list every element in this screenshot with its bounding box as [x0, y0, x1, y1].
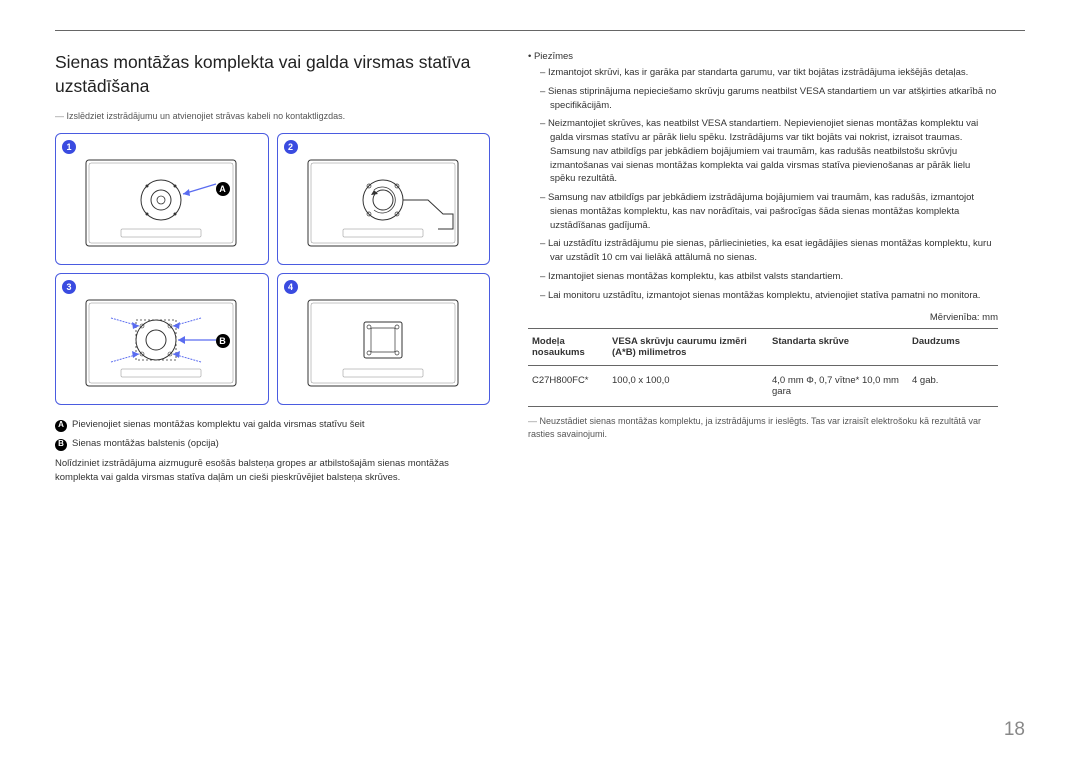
monitor-mount-icon	[278, 274, 488, 404]
page-number: 18	[1004, 719, 1025, 741]
note-item: Izmantojiet sienas montāžas komplektu, k…	[540, 270, 998, 284]
legend-a-text: Pievienojiet sienas montāžas komplektu v…	[72, 419, 365, 432]
note-item: Izmantojot skrūvi, kas ir garāka par sta…	[540, 66, 998, 80]
monitor-arm-icon	[278, 134, 488, 264]
page-title: Sienas montāžas komplekta vai galda virs…	[55, 51, 490, 98]
table-row: C27H800FC* 100,0 x 100,0 4,0 mm Φ, 0,7 v…	[528, 366, 998, 407]
notes-list: Izmantojot skrūvi, kas ir garāka par sta…	[528, 66, 998, 302]
notes-label: Piezīmes	[528, 51, 998, 62]
col-vesa: VESA skrūvju caurumu izmēri (A*B) milime…	[608, 329, 768, 366]
panel-1: 1 A	[55, 133, 269, 265]
two-column-layout: Sienas montāžas komplekta vai galda virs…	[55, 51, 1025, 484]
note-item: Neizmantojiet skrūves, kas neatbilst VES…	[540, 117, 998, 186]
col-qty: Daudzums	[908, 329, 998, 366]
note-item: Sienas stiprinājuma nepieciešamo skrūvju…	[540, 85, 998, 113]
cell-model: C27H800FC*	[528, 366, 608, 407]
panel-3: 3 B	[55, 273, 269, 405]
right-column: Piezīmes Izmantojot skrūvi, kas ir garāk…	[528, 51, 998, 484]
left-body-text: Nolīdziniet izstrādājuma aizmugurē esošā…	[55, 457, 490, 485]
cell-qty: 4 gab.	[908, 366, 998, 407]
top-note: Izslēdziet izstrādājumu un atvienojiet s…	[55, 110, 490, 123]
bottom-warning: Neuzstādiet sienas montāžas komplektu, j…	[528, 415, 998, 440]
panel-4: 4	[277, 273, 491, 405]
legend-b: B Sienas montāžas balstenis (opcija)	[55, 438, 490, 451]
monitor-bracket-icon	[56, 274, 266, 404]
monitor-back-icon	[56, 134, 266, 264]
cell-vesa: 100,0 x 100,0	[608, 366, 768, 407]
note-item: Lai uzstādītu izstrādājumu pie sienas, p…	[540, 237, 998, 265]
legend-badge-b: B	[55, 439, 67, 451]
col-screw: Standarta skrūve	[768, 329, 908, 366]
note-item: Samsung nav atbildīgs par jebkādiem izst…	[540, 191, 998, 232]
legend-a: A Pievienojiet sienas montāžas komplektu…	[55, 419, 490, 432]
top-rule	[55, 30, 1025, 31]
spec-table: Modeļa nosaukums VESA skrūvju caurumu iz…	[528, 328, 998, 407]
table-header-row: Modeļa nosaukums VESA skrūvju caurumu iz…	[528, 329, 998, 366]
instruction-panels: 1 A 2	[55, 133, 490, 405]
legend-badge-a: A	[55, 420, 67, 432]
cell-screw: 4,0 mm Φ, 0,7 vītne* 10,0 mm gara	[768, 366, 908, 407]
left-column: Sienas montāžas komplekta vai galda virs…	[55, 51, 490, 484]
panel-2: 2	[277, 133, 491, 265]
col-model: Modeļa nosaukums	[528, 329, 608, 366]
legend-b-text: Sienas montāžas balstenis (opcija)	[72, 438, 219, 451]
note-item: Lai monitoru uzstādītu, izmantojot siena…	[540, 289, 998, 303]
units-label: Mērvienība: mm	[528, 312, 998, 323]
